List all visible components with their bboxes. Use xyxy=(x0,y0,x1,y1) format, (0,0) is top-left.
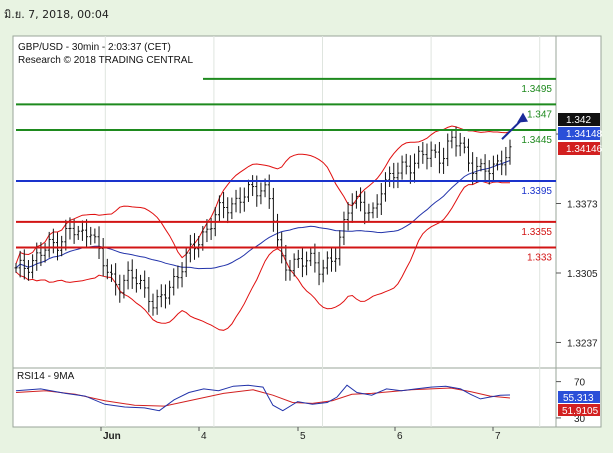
indicator-panel xyxy=(12,367,557,428)
level-label: 1.3495 xyxy=(521,84,552,95)
level-label: 1.3395 xyxy=(521,186,552,197)
time-label: 5 xyxy=(300,431,306,442)
rsi-value-box xyxy=(558,391,600,403)
bollinger-upper xyxy=(15,125,511,264)
level-lines: 1.3495 1.347 1.3445 1.3395 1.3355 1.333 xyxy=(16,77,556,263)
ask-price-box-label: 1.34146 xyxy=(566,144,603,155)
time-label: 7 xyxy=(495,431,501,442)
price-tick-label: 1.3373 xyxy=(567,200,598,211)
timestamp: มิ.ย. 7, 2018, 00:04 xyxy=(4,8,109,21)
level-label: 1.3355 xyxy=(521,227,552,238)
forecast-arrow xyxy=(501,112,528,140)
main-panel xyxy=(12,35,557,371)
forecast-arrow-head xyxy=(517,112,528,123)
time-label: 4 xyxy=(201,431,207,442)
price-axis-panel xyxy=(555,35,602,371)
bid-price-box-label: 1.34148 xyxy=(566,129,603,140)
indicator-title: RSI14 - 9MA xyxy=(17,371,75,382)
level-label: 1.347 xyxy=(527,109,552,120)
price-tick-label: 1.3237 xyxy=(567,338,598,349)
level-label: 1.333 xyxy=(527,252,552,263)
rsi-indicator: 70 30 55.313 51.9105 xyxy=(15,378,600,425)
timestamp-bar: มิ.ย. 7, 2018, 00:04 xyxy=(0,0,613,24)
price-tick-label: 1.3305 xyxy=(567,269,598,280)
candlesticks xyxy=(14,126,512,316)
rsi-tick-label: 70 xyxy=(574,378,586,389)
bollinger-bands xyxy=(15,125,511,331)
rsi-line xyxy=(15,384,511,412)
rsi-tick-label: 30 xyxy=(574,414,586,425)
chart-header-line2: Research © 2018 TRADING CENTRAL xyxy=(18,55,193,66)
current-price-box-label: 1.342 xyxy=(566,115,591,126)
time-label: 6 xyxy=(397,431,403,442)
axes: 1.34411.33731.33051.32371.3421.341481.34… xyxy=(100,113,603,442)
grid xyxy=(104,36,541,427)
time-label: Jun xyxy=(103,431,121,442)
current-price-box xyxy=(558,113,600,126)
bid-price-box xyxy=(558,127,600,140)
rsi-ma-value-label: 51.9105 xyxy=(562,406,599,417)
level-label: 1.3445 xyxy=(521,135,552,146)
rsi-value-label: 55.313 xyxy=(563,393,594,404)
ask-price-box xyxy=(558,142,600,155)
bollinger-lower xyxy=(15,180,510,331)
chart-header-line1: GBP/USD - 30min - 2:03:37 (CET) xyxy=(18,42,171,53)
rsi-ma-value-box xyxy=(558,404,600,416)
moving-average xyxy=(15,160,511,270)
